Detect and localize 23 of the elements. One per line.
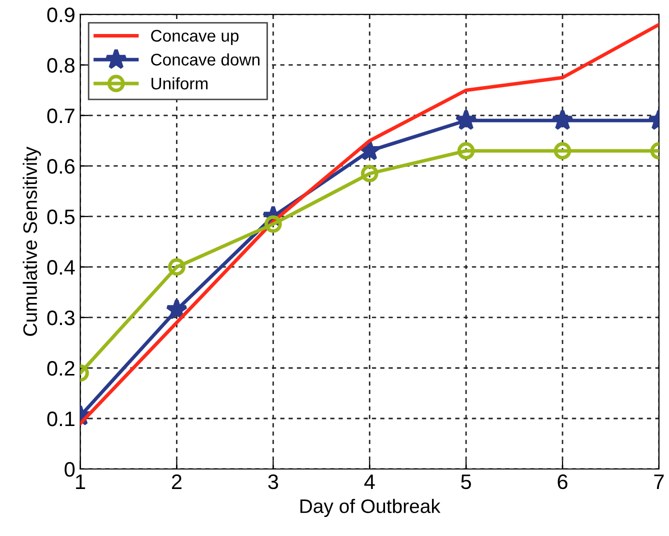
x-tick-label: 3 <box>268 474 278 490</box>
y-tick-label: 0.3 <box>47 310 75 326</box>
legend-label: Concave up <box>151 30 239 46</box>
x-tick-label: 1 <box>76 474 86 489</box>
y-axis-title: Cumulative Sensitivity <box>22 146 41 336</box>
line-series <box>80 22 659 426</box>
x-tick-label: 5 <box>461 474 471 490</box>
x-tick-label: 6 <box>558 474 568 490</box>
y-tick-label: 0.1 <box>47 412 74 426</box>
y-tick-label: 0.2 <box>47 360 74 376</box>
legend-label: Concave down <box>151 53 260 66</box>
x-tick-label: 2 <box>172 474 182 489</box>
x-axis-title: Day of Outbreak <box>300 498 440 517</box>
legend-label: Uniform <box>152 77 208 90</box>
y-tick-label: 0 <box>64 462 75 477</box>
y-tick-label: 0.6 <box>47 158 75 174</box>
y-tick-label: 0.9 <box>47 7 74 22</box>
y-tick-label: 0.8 <box>47 58 75 73</box>
x-tick-label: 7 <box>654 474 664 489</box>
x-tick-label: 4 <box>364 474 375 489</box>
y-tick-label: 0.4 <box>47 260 75 275</box>
y-tick-label: 0.7 <box>47 108 74 124</box>
y-tick-label: 0.5 <box>47 209 75 224</box>
